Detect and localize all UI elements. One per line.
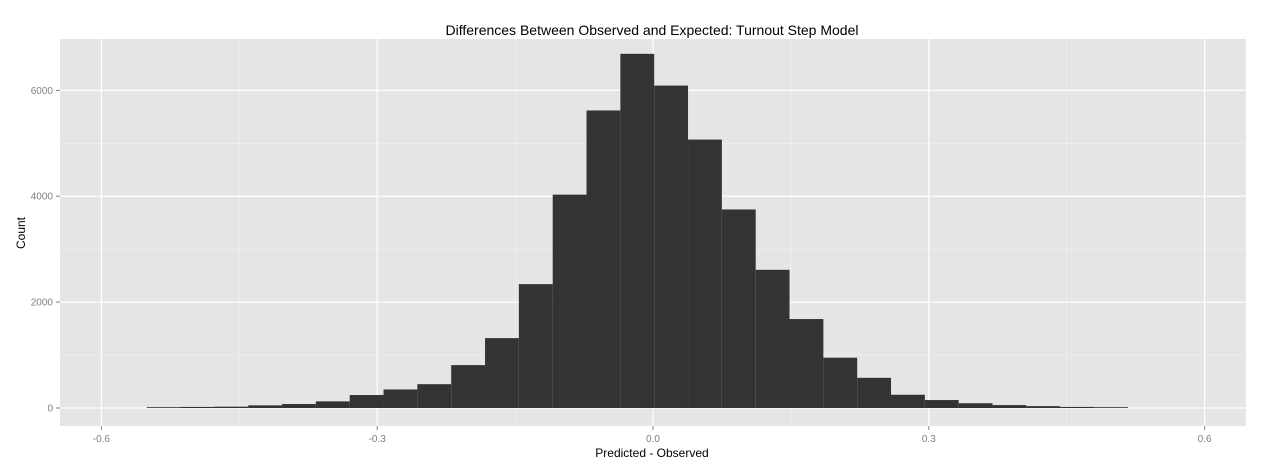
histogram-bar xyxy=(552,194,587,408)
chart-title: Differences Between Observed and Expecte… xyxy=(446,22,859,38)
histogram-bar xyxy=(823,357,858,408)
histogram-bar xyxy=(315,401,350,408)
histogram-bar xyxy=(485,338,519,408)
histogram-bar xyxy=(958,403,993,408)
histogram-bar xyxy=(451,365,486,408)
histogram-bar xyxy=(248,405,283,408)
histogram-bar xyxy=(992,405,1027,408)
x-tick-label: 0.6 xyxy=(1198,434,1212,445)
histogram-bar xyxy=(1094,407,1128,409)
y-tick-label: 6000 xyxy=(31,86,54,97)
x-tick-label: 0.3 xyxy=(922,434,936,445)
histogram-bar xyxy=(1026,406,1061,408)
histogram-bar xyxy=(417,384,452,408)
x-tick-label: -0.3 xyxy=(369,434,387,445)
histogram-bar xyxy=(789,319,824,408)
histogram-bar xyxy=(924,400,959,408)
histogram-bars xyxy=(146,53,1128,409)
y-tick-label: 4000 xyxy=(31,192,54,203)
y-axis-title: Count xyxy=(14,216,28,249)
x-tick-label: 0.0 xyxy=(646,434,660,445)
histogram-bar xyxy=(654,85,689,409)
histogram-bar xyxy=(688,139,722,408)
histogram-bar xyxy=(586,110,621,409)
histogram-bar xyxy=(518,284,553,408)
y-axis-ticks: 0 2000 4000 6000 xyxy=(31,86,60,415)
histogram-bar xyxy=(891,394,925,408)
histogram-bar xyxy=(1060,406,1095,408)
x-axis-title: Predicted - Observed xyxy=(595,446,708,460)
histogram-bar xyxy=(383,389,418,408)
histogram-bar xyxy=(857,377,892,408)
histogram-bar xyxy=(282,404,316,408)
x-tick-label: -0.6 xyxy=(93,434,111,445)
histogram-bar xyxy=(755,269,790,408)
histogram-bar xyxy=(349,395,384,408)
histogram-bar xyxy=(620,53,655,409)
x-axis-ticks: -0.6 -0.3 0.0 0.3 0.6 xyxy=(93,426,1212,445)
y-tick-label: 2000 xyxy=(31,298,54,309)
y-tick-label: 0 xyxy=(47,404,53,415)
histogram-bar xyxy=(146,407,181,409)
histogram-bar xyxy=(180,406,215,408)
histogram-bar xyxy=(214,406,249,408)
histogram-bar xyxy=(721,209,756,408)
